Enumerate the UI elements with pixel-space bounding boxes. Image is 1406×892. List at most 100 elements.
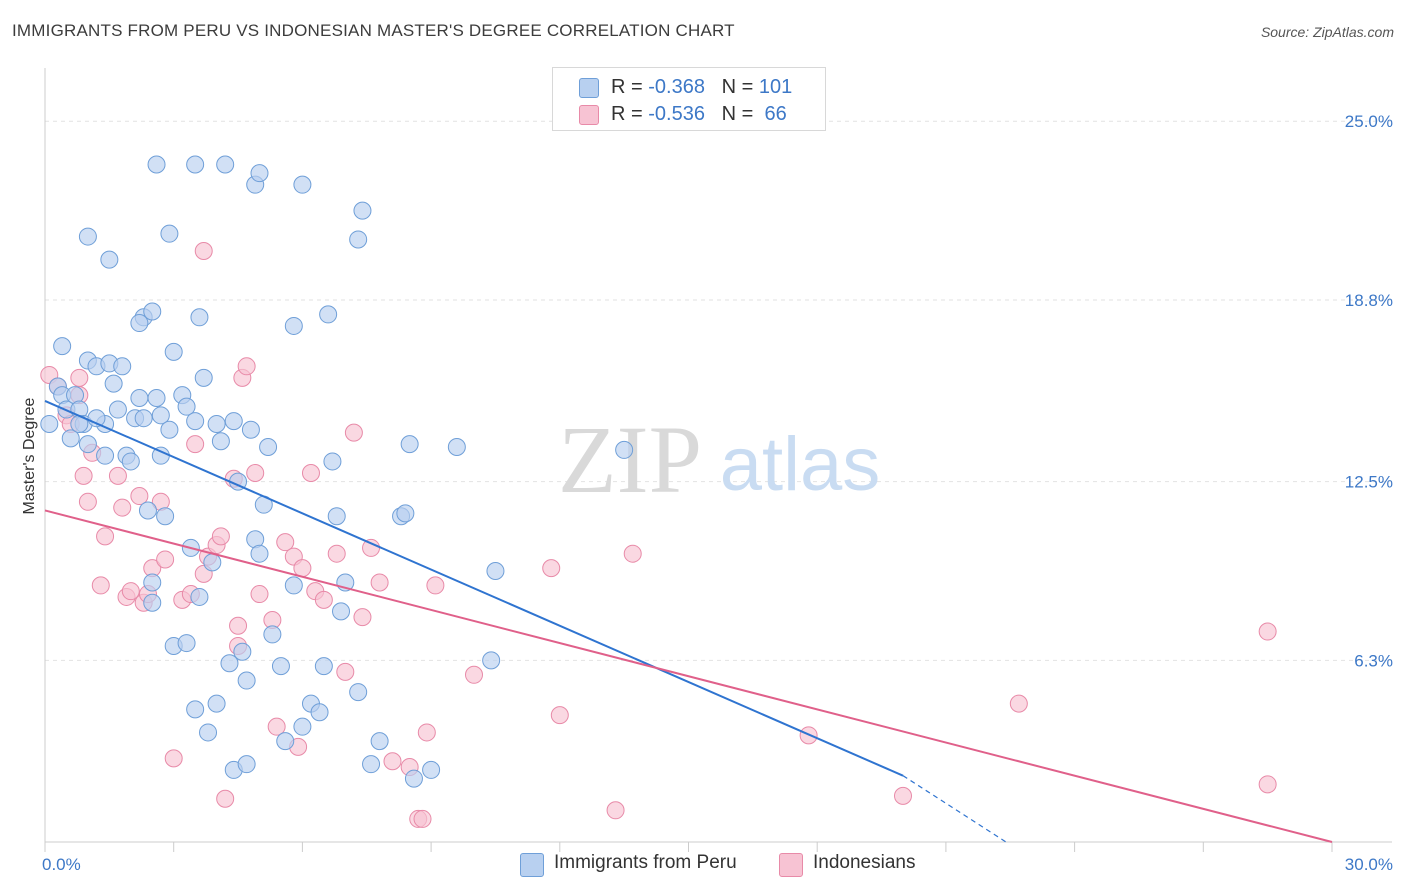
x-tick-labels: 0.0% 30.0%	[42, 855, 1393, 874]
y-tick-label: 12.5%	[1345, 473, 1393, 492]
indonesian-point	[156, 550, 175, 569]
peru-point	[349, 683, 368, 702]
y-tick-labels: 6.3% 12.5% 18.8% 25.0%	[1345, 112, 1393, 670]
peru-point	[96, 446, 115, 465]
peru-point	[207, 414, 226, 433]
watermark-zip: ZIP	[558, 406, 702, 513]
indonesian-point	[216, 789, 235, 808]
peru-point	[203, 553, 222, 572]
peru-point	[314, 657, 333, 676]
peru-trend-line	[44, 399, 904, 777]
trend-lines	[44, 399, 1333, 843]
indonesian-point	[383, 752, 402, 771]
indonesian-point	[246, 463, 265, 482]
indonesian-point	[1258, 622, 1277, 641]
legend-swatch-blue	[520, 853, 544, 877]
legend-swatch-pink	[779, 853, 803, 877]
legend-row-peru: R = -0.368 N = 101	[579, 76, 792, 98]
peru-point	[211, 432, 230, 451]
y-tick-label: 25.0%	[1345, 112, 1393, 131]
peru-point	[177, 634, 196, 653]
indonesian-point	[314, 590, 333, 609]
peru-point	[130, 389, 149, 408]
indonesian-point	[336, 662, 355, 681]
peru-point	[160, 224, 179, 243]
source-label: Source: ZipAtlas.com	[1260, 24, 1394, 40]
indonesian-point	[130, 487, 149, 506]
stats-legend: R = -0.368 N = 101 R = -0.536 N = 66	[552, 67, 826, 131]
peru-point	[100, 250, 119, 269]
indonesian-point	[623, 544, 642, 563]
peru-point	[349, 230, 368, 249]
x-tick-label-min: 0.0%	[42, 855, 81, 874]
peru-point	[263, 625, 282, 644]
x-tick-label-max: 30.0%	[1345, 855, 1393, 874]
indonesian-point	[164, 749, 183, 768]
peru-point	[224, 412, 243, 431]
peru-point	[447, 438, 466, 457]
peru-point	[186, 412, 205, 431]
indonesian-point	[237, 357, 256, 376]
peru-point	[271, 657, 290, 676]
series-peru-points	[40, 155, 634, 788]
peru-trend-extension	[902, 775, 1007, 843]
legend-text: R = -0.536 N = 66	[611, 103, 787, 125]
peru-point	[40, 414, 59, 433]
peru-point	[78, 227, 97, 246]
indonesian-point	[276, 533, 295, 552]
indonesian-point	[113, 498, 132, 517]
peru-point	[353, 201, 372, 220]
peru-point	[53, 337, 72, 356]
axes	[44, 68, 1392, 852]
indonesian-point	[413, 809, 432, 828]
indonesian-point	[91, 576, 110, 595]
indonesian-point	[194, 241, 213, 260]
peru-point	[241, 420, 260, 439]
peru-point	[147, 389, 166, 408]
indonesian-point	[353, 608, 372, 627]
peru-point	[250, 164, 269, 183]
peru-point	[259, 438, 278, 457]
indonesian-point	[78, 492, 97, 511]
peru-point	[276, 732, 295, 751]
y-tick-label: 18.8%	[1345, 291, 1393, 310]
peru-point	[482, 651, 501, 670]
indonesian-point	[108, 466, 127, 485]
peru-point	[190, 587, 209, 606]
peru-point	[362, 755, 381, 774]
indonesian-point	[344, 423, 363, 442]
peru-point	[143, 302, 162, 321]
indonesian-point	[211, 527, 230, 546]
grid-lines	[45, 120, 1392, 661]
legend-label-indonesians: Indonesians	[813, 852, 916, 873]
peru-point	[177, 397, 196, 416]
y-axis-title: Master's Degree	[21, 397, 38, 514]
legend-swatch-pink	[579, 105, 599, 125]
peru-point	[164, 342, 183, 361]
peru-point	[156, 507, 175, 526]
indonesian-point	[370, 573, 389, 592]
indonesian-point	[267, 717, 286, 736]
indonesian-point	[327, 544, 346, 563]
peru-point	[138, 501, 157, 520]
peru-point	[78, 435, 97, 454]
indonesian-point	[542, 559, 561, 578]
peru-point	[143, 593, 162, 612]
peru-point	[319, 305, 338, 324]
peru-point	[284, 316, 303, 335]
peru-point	[323, 452, 342, 471]
indonesian-point	[426, 576, 445, 595]
indonesian-point	[550, 706, 569, 725]
indonesian-point	[301, 463, 320, 482]
legend-swatch-blue	[579, 78, 599, 98]
peru-point	[108, 400, 127, 419]
indonesian-point	[417, 723, 436, 742]
peru-point	[284, 576, 303, 595]
peru-point	[147, 155, 166, 174]
peru-point	[134, 409, 153, 428]
indonesian-point	[250, 585, 269, 604]
peru-point	[233, 642, 252, 661]
peru-point	[250, 544, 269, 563]
indonesian-point	[186, 435, 205, 454]
peru-point	[332, 602, 351, 621]
